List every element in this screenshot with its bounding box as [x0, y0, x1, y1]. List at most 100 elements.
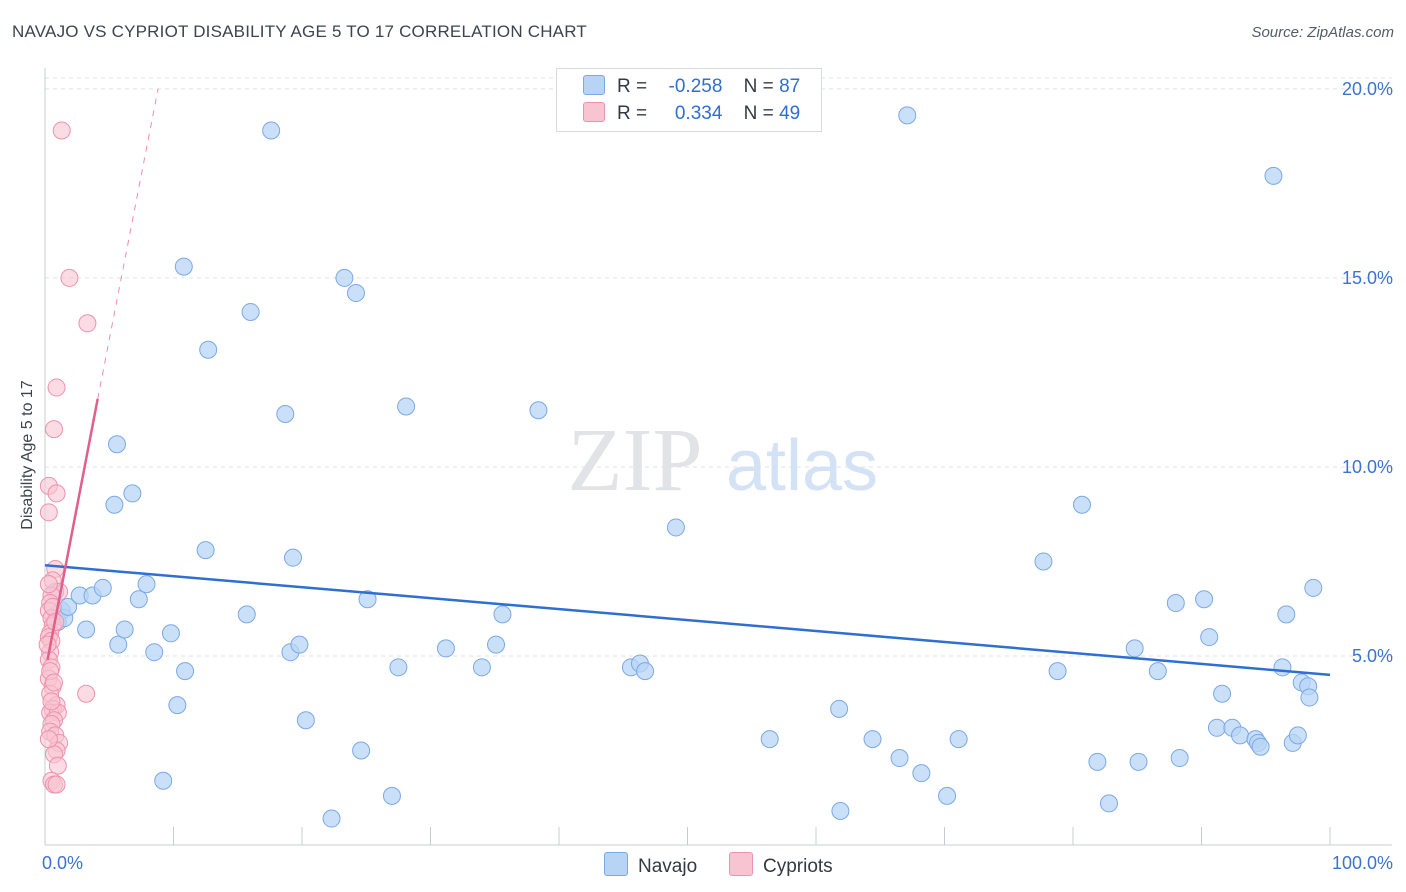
navajo-trend-line	[44, 563, 1331, 677]
cypriot-point	[47, 775, 66, 794]
navajo-point	[397, 397, 416, 416]
navajo-point	[1251, 737, 1270, 756]
navajo-point	[636, 662, 655, 681]
legend-r-value: 0.334	[674, 103, 723, 124]
navajo-point	[1166, 594, 1185, 613]
navajo-point	[1129, 752, 1148, 771]
legend-r-value: -0.258	[668, 76, 723, 97]
gridlines	[45, 77, 1392, 657]
navajo-point	[290, 635, 309, 654]
cypriot-point	[44, 673, 63, 692]
cypriot-point	[47, 378, 66, 397]
navajo-point	[1099, 794, 1118, 813]
navajo-point	[129, 590, 148, 609]
navajo-point	[529, 401, 548, 420]
navajo-point	[77, 620, 96, 639]
cypriot-point	[44, 420, 63, 439]
navajo-point	[237, 605, 256, 624]
navajo-point	[912, 764, 931, 783]
watermark: ZIP atlas	[568, 411, 879, 510]
cypriot-point	[48, 756, 67, 775]
navajo-point	[863, 730, 882, 749]
navajo-point	[389, 658, 408, 677]
navajo-point	[1231, 726, 1250, 745]
legend-n-label: N =	[743, 76, 774, 97]
navajo-point	[241, 302, 260, 321]
navajo-point	[296, 711, 315, 730]
legend-n-value: 87	[779, 76, 801, 97]
cypriot-point	[78, 314, 97, 333]
cypriot-point	[39, 503, 58, 522]
cypriot-point	[42, 692, 61, 711]
cypriots-swatch	[583, 102, 605, 122]
watermark-zip: ZIP	[568, 411, 703, 510]
legend-n-value: 49	[779, 103, 801, 124]
navajo-point	[1304, 578, 1323, 597]
navajo-point	[161, 624, 180, 643]
watermark-atlas: atlas	[726, 426, 878, 506]
navajo-point	[346, 284, 365, 303]
navajo-point	[760, 730, 779, 749]
cypriot-point	[77, 684, 96, 703]
x-tick-label-min: 0.0%	[42, 853, 83, 873]
navajo-point	[154, 771, 173, 790]
navajo-point	[109, 635, 128, 654]
navajo-point	[487, 635, 506, 654]
navajo-point	[176, 662, 195, 681]
navajo-point	[322, 809, 341, 828]
navajo-point	[145, 643, 164, 662]
navajo-point	[1072, 495, 1091, 514]
navajo-points	[46, 106, 1323, 828]
cypriot-trend-extension	[97, 88, 159, 399]
cypriots-legend-swatch	[729, 852, 753, 876]
navajo-point	[1273, 658, 1292, 677]
navajo-point	[436, 639, 455, 658]
correlation-legend: R = -0.258 N = 87 R = 0.334 N = 49	[556, 68, 822, 132]
navajo-point	[284, 548, 303, 567]
navajo-point	[262, 121, 281, 140]
navajo-point	[831, 801, 850, 820]
navajo-point	[1195, 590, 1214, 609]
navajo-point	[1264, 166, 1283, 185]
y-tick-label: 20.0%	[1342, 79, 1393, 99]
cypriot-point	[60, 268, 79, 287]
navajo-point	[174, 257, 193, 276]
navajo-point	[1148, 662, 1167, 681]
cypriot-point	[52, 121, 71, 140]
navajo-point	[1048, 662, 1067, 681]
navajo-point	[1213, 684, 1232, 703]
navajo-point	[1207, 718, 1226, 737]
tick-labels: 5.0% 10.0% 15.0% 20.0% 0.0% 100.0%	[42, 79, 1393, 873]
y-tick-label: 5.0%	[1352, 646, 1393, 666]
cypriot-point	[39, 730, 58, 749]
legend-item-navajo: Navajo	[604, 852, 697, 878]
navajo-point	[168, 696, 187, 715]
navajo-point	[105, 495, 124, 514]
navajo-point	[276, 405, 295, 424]
navajo-point	[358, 590, 377, 609]
y-tick-label: 15.0%	[1342, 268, 1393, 288]
navajo-point	[1277, 605, 1296, 624]
legend-item-cypriots: Cypriots	[729, 852, 833, 878]
legend-row-cypriots: R = 0.334 N = 49	[583, 102, 800, 126]
x-tick-label-max: 100.0%	[1332, 853, 1393, 873]
navajo-point	[335, 268, 354, 287]
navajo-point	[1034, 552, 1053, 571]
navajo-legend-swatch	[604, 852, 628, 876]
navajo-point	[949, 730, 968, 749]
axes	[44, 68, 1392, 846]
y-tick-label: 10.0%	[1342, 457, 1393, 477]
chart-title: NAVAJO VS CYPRIOT DISABILITY AGE 5 TO 17…	[12, 22, 587, 41]
series-legend: Navajo Cypriots	[0, 852, 1406, 878]
navajo-point	[830, 699, 849, 718]
legend-r-label: R =	[617, 76, 648, 97]
navajo-point	[1300, 688, 1319, 707]
navajo-legend-label: Navajo	[638, 856, 698, 877]
navajo-point	[199, 340, 218, 359]
navajo-point	[472, 658, 491, 677]
cypriot-point	[38, 635, 57, 654]
navajo-point	[352, 741, 371, 760]
legend-row-navajo: R = -0.258 N = 87	[583, 75, 800, 99]
navajo-point	[493, 605, 512, 624]
